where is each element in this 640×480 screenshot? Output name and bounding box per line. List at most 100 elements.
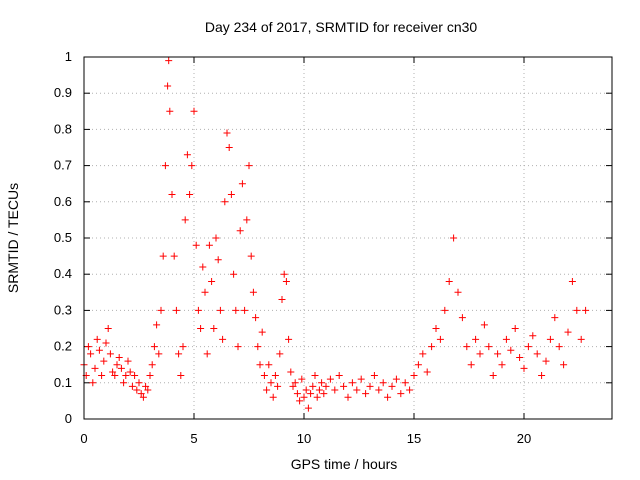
y-tick-label: 0.4 [54,266,72,281]
data-point [384,393,392,401]
data-point [267,379,275,387]
y-tick-label: 0.3 [54,302,72,317]
data-point [494,350,502,358]
data-point [183,151,191,159]
data-point [148,361,156,369]
data-point [150,343,158,351]
data-point [117,364,125,372]
data-point [122,372,130,380]
chart-title: Day 234 of 2017, SRMTID for receiver cn3… [205,19,478,35]
data-point [546,335,554,343]
y-tick-label: 0.6 [54,194,72,209]
data-point [322,382,330,390]
data-point [214,256,222,264]
data-point [366,382,374,390]
data-point [243,216,251,224]
data-point [423,368,431,376]
data-point [370,372,378,380]
data-point [489,372,497,380]
y-tick-label: 0 [65,411,72,426]
data-point [401,379,409,387]
y-tick-label: 0.2 [54,339,72,354]
x-tick-label: 20 [517,431,531,446]
data-point [289,382,297,390]
data-point [254,343,262,351]
data-point [210,325,218,332]
data-point [238,180,246,188]
data-point [529,332,537,340]
data-point [445,277,453,285]
data-point [179,343,187,351]
data-point [309,382,317,390]
data-point [560,361,568,369]
data-point [331,386,339,394]
data-point [280,270,288,278]
data-point [170,252,178,260]
data-point [190,107,198,115]
data-point [205,241,213,249]
data-point [362,390,370,398]
data-point [353,386,361,394]
data-point [137,390,145,398]
data-point [485,343,493,351]
data-point [104,325,112,332]
data-point [287,368,295,376]
data-point [159,252,167,260]
data-point [139,393,147,401]
data-point [258,328,266,336]
data-point [91,364,99,372]
data-point [318,379,326,387]
data-point [201,288,209,296]
data-point [507,346,515,354]
data-point [157,306,165,314]
data-point [95,346,103,354]
data-point [133,386,141,394]
data-point [234,343,242,351]
data-point [271,372,279,380]
y-tick-label: 1 [65,49,72,64]
data-point [313,393,321,401]
data-point [89,379,97,387]
data-point [293,390,301,398]
data-point [223,129,231,137]
data-point [263,386,271,394]
data-point [172,306,180,314]
data-points [80,57,590,412]
data-point [144,386,152,394]
data-point [410,372,418,380]
data-point [274,382,282,390]
data-point [142,382,150,390]
data-point [126,368,134,376]
data-point [555,343,563,351]
data-point [98,372,106,380]
data-point [498,361,506,369]
data-point [269,393,277,401]
data-point [436,335,444,343]
data-point [208,277,216,285]
data-point [87,350,95,358]
data-point [414,361,422,369]
data-point [186,191,194,199]
data-point [230,270,238,278]
data-point [304,404,312,412]
data-point [146,372,154,380]
data-point [249,288,257,296]
data-point [406,386,414,394]
data-point [428,343,436,351]
x-tick-labels: 0 5 10 15 20 [80,431,531,446]
data-point [120,379,128,387]
y-tick-label: 0.7 [54,158,72,173]
data-point [175,350,183,358]
y-tick-label: 0.1 [54,375,72,390]
data-point [551,314,559,322]
data-point [458,314,466,322]
x-tick-label: 10 [297,431,311,446]
data-point [232,306,240,314]
data-point [300,393,308,401]
data-point [109,368,117,376]
x-tick-label: 5 [190,431,197,446]
data-point [379,379,387,387]
data-point [124,357,132,365]
data-point [161,162,169,170]
data-point [181,216,189,224]
